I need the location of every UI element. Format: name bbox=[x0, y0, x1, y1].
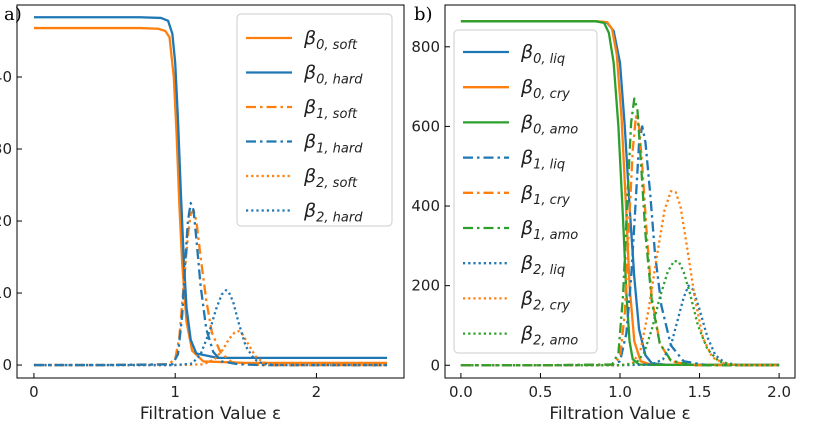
legend-label: β1, hard bbox=[303, 131, 363, 157]
y-tick-label: 0 bbox=[430, 356, 440, 374]
series-line-2-soft bbox=[33, 330, 388, 367]
chart-panel-a: 012010203040Filtration Value εa)β0, soft… bbox=[0, 4, 405, 424]
y-tick-label: 600 bbox=[411, 117, 440, 135]
x-tick-label: 1.5 bbox=[688, 383, 712, 401]
legend-label: β2, hard bbox=[303, 200, 363, 226]
series-line-2-liq bbox=[460, 284, 780, 367]
y-tick-label: 400 bbox=[411, 197, 440, 215]
x-axis-title: Filtration Value ε bbox=[549, 404, 690, 424]
legend-item: β0, liq bbox=[463, 41, 565, 67]
legend-item: β1, liq bbox=[463, 147, 565, 173]
plot-frame bbox=[16, 4, 405, 379]
y-tick-label: 800 bbox=[411, 38, 440, 56]
legend-item: β2, liq bbox=[463, 252, 565, 278]
legend-label: β0, soft bbox=[303, 27, 358, 53]
legend-label: β2, amo bbox=[520, 323, 578, 349]
legend-label: β2, cry bbox=[520, 287, 570, 313]
legend: β0, soft β0, hard β1, soft β1, hard β2, soft… bbox=[236, 13, 393, 227]
y-tick-label: 200 bbox=[411, 277, 440, 295]
y-tick-label: 10 bbox=[0, 284, 12, 302]
x-tick-label: 0.5 bbox=[529, 383, 553, 401]
legend-item: β1, cry bbox=[463, 182, 570, 208]
x-tick-label: 2 bbox=[312, 383, 322, 401]
legend-label: β1, amo bbox=[520, 217, 578, 243]
y-tick-label: 30 bbox=[0, 140, 12, 158]
legend-item: β2, soft bbox=[246, 165, 358, 191]
series-line-0-hard bbox=[33, 16, 388, 359]
legend-item: β1, soft bbox=[246, 96, 358, 122]
x-tick-label: 2.0 bbox=[767, 383, 791, 401]
series-group bbox=[33, 16, 388, 367]
series-line-1-hard bbox=[33, 201, 388, 367]
x-tick-label: 1.0 bbox=[608, 383, 632, 401]
legend-label: β2, liq bbox=[520, 252, 565, 278]
series-line-1-soft bbox=[33, 209, 388, 367]
series-line-1-amo bbox=[460, 97, 780, 367]
legend-box bbox=[236, 13, 393, 227]
panel-label: a) bbox=[4, 4, 22, 25]
series-line-2-amo bbox=[460, 259, 780, 367]
series-group bbox=[460, 20, 780, 367]
legend-label: β0, liq bbox=[520, 41, 565, 67]
legend-label: β0, amo bbox=[520, 111, 578, 137]
legend-item: β1, amo bbox=[463, 217, 578, 243]
legend-box bbox=[453, 29, 598, 354]
series-line-0-soft bbox=[33, 26, 388, 365]
legend-item: β0, soft bbox=[246, 27, 358, 53]
series-line-1-cry bbox=[460, 115, 780, 367]
y-tick-label: 40 bbox=[0, 68, 12, 86]
panel-label: b) bbox=[414, 4, 433, 25]
y-tick-label: 20 bbox=[0, 212, 12, 230]
legend-item: β0, cry bbox=[463, 76, 570, 102]
series-line-0-amo bbox=[460, 20, 780, 367]
legend: β0, liq β0, cry β0, amo β1, liq β1, cry β1, a… bbox=[453, 29, 598, 354]
y-tick-label: 0 bbox=[2, 356, 12, 374]
legend-item: β1, hard bbox=[246, 131, 363, 157]
legend-item: β0, hard bbox=[246, 62, 363, 88]
chart-panel-b: 0.0 0.5 1.0 1.5 2.0 0 200 400 600 800 Filtration V… bbox=[411, 4, 796, 424]
legend-label: β0, cry bbox=[520, 76, 570, 102]
legend-label: β1, soft bbox=[303, 96, 358, 122]
series-line-2-cry bbox=[460, 190, 780, 367]
legend-item: β0, amo bbox=[463, 111, 578, 137]
x-tick-label: 0.0 bbox=[449, 383, 473, 401]
legend-item: β2, hard bbox=[246, 200, 363, 226]
series-line-1-liq bbox=[460, 125, 780, 367]
x-axis-title: Filtration Value ε bbox=[140, 404, 281, 424]
legend-label: β1, liq bbox=[520, 147, 565, 173]
series-line-2-hard bbox=[33, 288, 388, 367]
x-tick-label: 0 bbox=[29, 383, 39, 401]
legend-label: β0, hard bbox=[303, 62, 363, 88]
legend-item: β2, cry bbox=[463, 287, 570, 313]
legend-item: β2, amo bbox=[463, 323, 578, 349]
x-tick-label: 1 bbox=[170, 383, 180, 401]
legend-label: β2, soft bbox=[303, 165, 358, 191]
legend-label: β1, cry bbox=[520, 182, 570, 208]
